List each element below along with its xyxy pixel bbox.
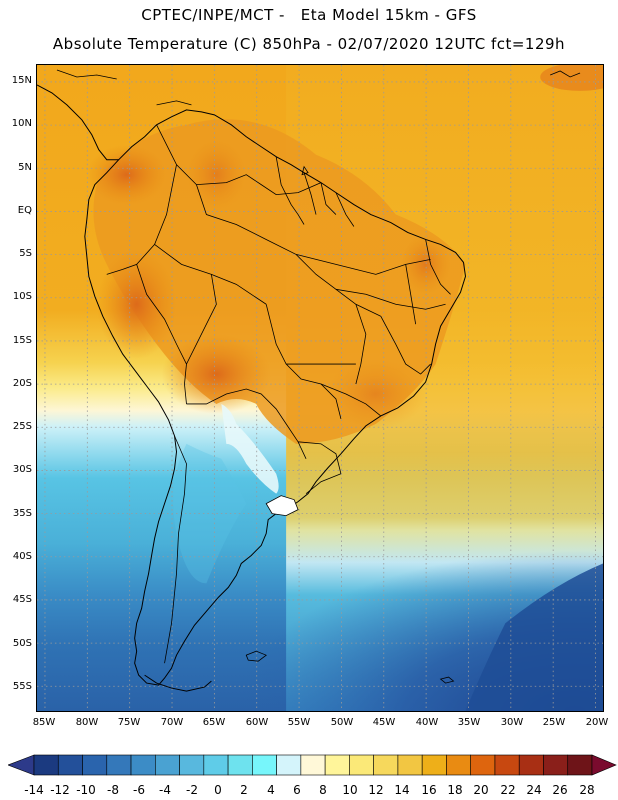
colorbar-swatch (324, 754, 350, 776)
lon-label-50w: 50W (330, 717, 354, 728)
lat-label-15n: 15N (11, 75, 32, 86)
colorbar-swatch (203, 754, 229, 776)
colorbar-label: 26 (552, 783, 568, 797)
map-title-line-1: CPTEC/INPE/MCT - Eta Model 15km - GFS (141, 6, 477, 24)
colorbar-swatch (155, 754, 180, 776)
lon-label-80w: 80W (75, 717, 99, 728)
colorbar-label: 18 (447, 783, 463, 797)
colorbar-label: 28 (579, 783, 595, 797)
colorbar-label: 22 (500, 783, 516, 797)
colorbar-label: -10 (76, 783, 96, 797)
colorbar-swatch (130, 754, 156, 776)
lon-label-65w: 65W (202, 717, 226, 728)
colorbar-label: -4 (159, 783, 171, 797)
lat-label-50s: 50S (12, 638, 32, 649)
colorbar-label: 4 (267, 783, 275, 797)
lon-label-85w: 85W (32, 717, 56, 728)
lon-label-40w: 40W (415, 717, 439, 728)
colorbar-label: 16 (421, 783, 437, 797)
map-panel (36, 64, 604, 712)
lon-label-35w: 35W (457, 717, 481, 728)
colorbar-swatch (543, 754, 569, 776)
colorbar-label: 14 (394, 783, 410, 797)
colorbar-swatch (33, 754, 59, 776)
colorbar-label: 24 (526, 783, 542, 797)
lat-label-45s: 45S (12, 594, 32, 605)
lon-label-25w: 25W (542, 717, 566, 728)
lon-label-20w: 20W (585, 717, 609, 728)
colorbar-label: -6 (133, 783, 145, 797)
lat-label-5n: 5N (18, 162, 32, 173)
lat-label-10s: 10S (12, 291, 32, 302)
map-title-line-2: Absolute Temperature (C) 850hPa - 02/07/… (52, 35, 566, 53)
lat-label-5s: 5S (19, 248, 32, 259)
colorbar-swatch (373, 754, 399, 776)
colorbar-swatch (397, 754, 423, 776)
colorbar-swatch (349, 754, 374, 776)
colorbar-swatch (567, 754, 593, 776)
colorbar-swatch (300, 754, 326, 776)
colorbar-swatch (106, 754, 132, 776)
colorbar-high-arrow (591, 754, 617, 776)
colorbar-swatch (179, 754, 205, 776)
lon-label-75w: 75W (117, 717, 141, 728)
colorbar-label: 2 (240, 783, 248, 797)
colorbar-swatch (252, 754, 277, 776)
lat-label-25s: 25S (12, 421, 32, 432)
lon-label-45w: 45W (372, 717, 396, 728)
colorbar-swatch (82, 754, 108, 776)
colorbar-swatch (276, 754, 302, 776)
lat-label-10n: 10N (11, 118, 32, 129)
colorbar-swatch (446, 754, 471, 776)
lon-label-55w: 55W (287, 717, 311, 728)
colorbar-swatch (421, 754, 447, 776)
temperature-colorbar (8, 754, 617, 776)
lat-label-20s: 20S (12, 378, 32, 389)
colorbar-swatch (57, 754, 83, 776)
lon-label-60w: 60W (245, 717, 269, 728)
lat-label-eq: EQ (17, 205, 32, 216)
lon-label-30w: 30W (500, 717, 524, 728)
lat-label-55s: 55S (12, 681, 32, 692)
colorbar-label: -8 (107, 783, 119, 797)
colorbar-swatch (518, 754, 544, 776)
colorbar-swatch (494, 754, 520, 776)
colorbar-label: -2 (186, 783, 198, 797)
colorbar-label: -12 (50, 783, 70, 797)
colorbar-label: 0 (214, 783, 222, 797)
lat-label-15s: 15S (12, 335, 32, 346)
colorbar-label: 20 (473, 783, 489, 797)
colorbar-label: -14 (24, 783, 44, 797)
lat-label-35s: 35S (12, 508, 32, 519)
colorbar-swatch (470, 754, 496, 776)
colorbar-label: 8 (319, 783, 327, 797)
lon-label-70w: 70W (160, 717, 184, 728)
lat-label-40s: 40S (12, 551, 32, 562)
colorbar-label: 10 (342, 783, 358, 797)
lat-label-30s: 30S (12, 464, 32, 475)
colorbar-low-arrow (8, 754, 35, 776)
colorbar-label: 6 (293, 783, 301, 797)
colorbar-label: 12 (368, 783, 384, 797)
colorbar-swatch (227, 754, 253, 776)
temperature-field (37, 65, 603, 711)
